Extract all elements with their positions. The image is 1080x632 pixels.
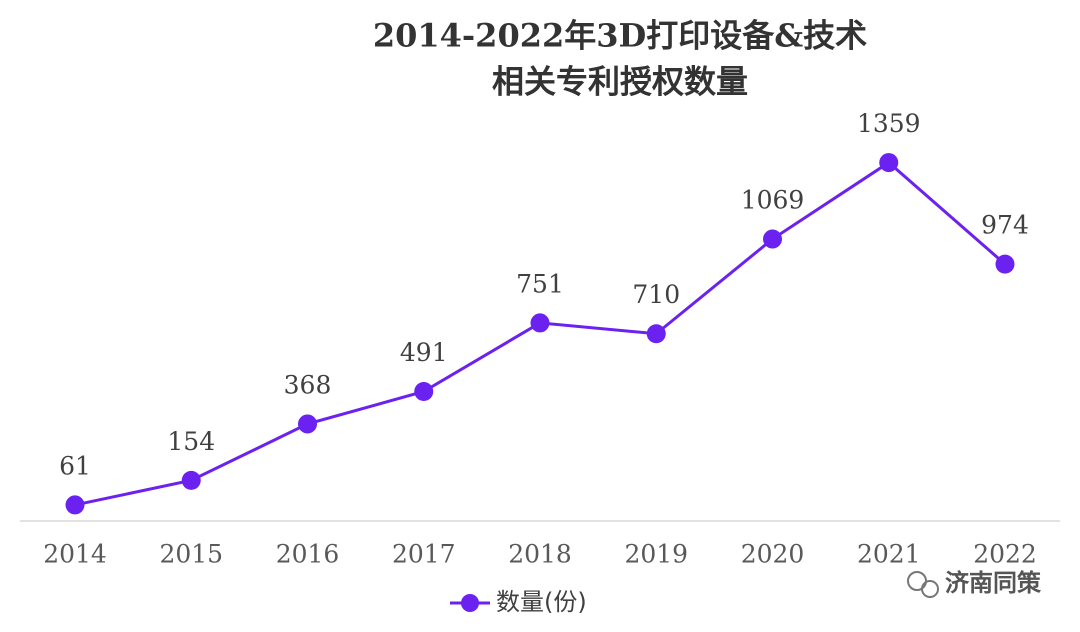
data-label: 710 xyxy=(632,280,680,309)
x-tick-label: 2017 xyxy=(392,540,456,569)
x-tick-label: 2019 xyxy=(624,540,688,569)
data-label: 61 xyxy=(59,451,91,480)
marker xyxy=(995,254,1015,274)
data-label: 368 xyxy=(284,370,332,399)
marker xyxy=(414,381,434,401)
x-tick-label: 2020 xyxy=(741,540,805,569)
chart-title: 相关专利授权数量 xyxy=(492,63,748,101)
data-label: 974 xyxy=(981,211,1029,240)
watermark-text: 济南同策 xyxy=(945,569,1042,597)
data-label: 751 xyxy=(516,269,564,298)
chart-title: 2014-2022年3D打印设备&技术 xyxy=(373,17,867,55)
legend-label: 数量(份) xyxy=(496,588,587,616)
data-label: 154 xyxy=(167,427,215,456)
marker xyxy=(298,414,317,434)
data-label: 1359 xyxy=(857,109,921,138)
x-tick-label: 2014 xyxy=(43,540,107,569)
watermark-icon xyxy=(921,580,939,598)
watermark: 济南同策 xyxy=(907,569,1042,598)
legend-marker xyxy=(461,594,479,612)
marker xyxy=(530,313,550,333)
marker xyxy=(65,495,85,515)
x-tick-label: 2016 xyxy=(276,540,340,569)
x-tick-label: 2022 xyxy=(973,540,1037,569)
marker xyxy=(181,470,201,490)
marker xyxy=(879,153,899,173)
data-label: 491 xyxy=(400,338,448,367)
marker xyxy=(646,324,666,344)
x-tick-label: 2021 xyxy=(857,540,921,569)
x-tick-label: 2015 xyxy=(159,540,223,569)
watermark-icon xyxy=(907,571,927,591)
marker xyxy=(763,229,782,249)
x-tick-label: 2018 xyxy=(508,540,572,569)
data-label: 1069 xyxy=(741,186,805,215)
